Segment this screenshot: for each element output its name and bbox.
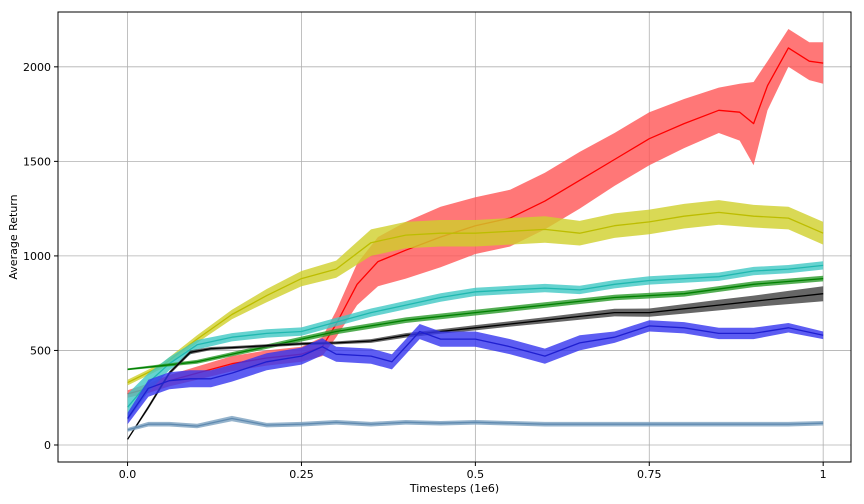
y-tick-label: 500 <box>30 344 51 357</box>
line-steelblue <box>127 417 824 431</box>
y-axis-label: Average Return <box>7 194 20 279</box>
y-tick-label: 1500 <box>23 155 51 168</box>
band-steelblue <box>127 415 824 432</box>
line-blue <box>127 325 824 419</box>
band-yellow <box>127 200 824 386</box>
y-tick-label: 2000 <box>23 61 51 74</box>
line-cyan <box>127 264 824 408</box>
y-tick-label: 0 <box>44 439 51 452</box>
x-tick-label: 0.0 <box>119 468 137 481</box>
band-blue <box>127 320 824 425</box>
band-red <box>127 29 824 398</box>
x-axis-label: Timesteps (1e6) <box>409 482 499 495</box>
x-tick-label: 0.5 <box>467 468 485 481</box>
series-layer <box>127 29 824 441</box>
line-yellow <box>127 211 824 384</box>
x-tick-label: 0.75 <box>637 468 662 481</box>
x-tick-label: 0.25 <box>289 468 314 481</box>
plot-frame <box>57 11 852 463</box>
line-green <box>127 277 824 371</box>
x-tick-label: 1 <box>820 468 827 481</box>
band-cyan <box>127 261 824 421</box>
ticks: 0.0 0.25 0.5 0.75 1 0 500 1000 1500 2000 <box>23 61 827 481</box>
y-tick-label: 1000 <box>23 250 51 263</box>
band-green <box>127 275 824 371</box>
